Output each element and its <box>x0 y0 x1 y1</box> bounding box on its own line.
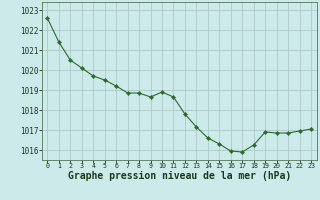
X-axis label: Graphe pression niveau de la mer (hPa): Graphe pression niveau de la mer (hPa) <box>68 171 291 181</box>
